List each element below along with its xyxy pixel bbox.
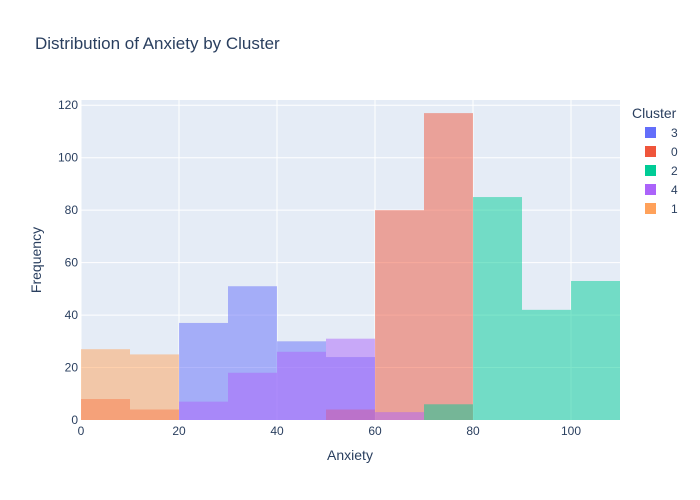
bar-cluster-2	[571, 280, 620, 420]
legend-swatch	[645, 127, 656, 138]
y-tick-label: 100	[58, 151, 78, 165]
bar-cluster-4	[228, 372, 277, 420]
y-tick-label: 20	[65, 361, 79, 375]
legend-title: Cluster	[632, 105, 677, 121]
legend-swatch	[645, 165, 656, 176]
y-tick-label: 40	[65, 308, 79, 322]
x-tick-label: 100	[561, 424, 581, 438]
y-axis-title: Frequency	[28, 227, 44, 293]
y-tick-label: 60	[65, 256, 79, 270]
legend-label: 4	[671, 183, 678, 197]
x-tick-label: 40	[270, 424, 284, 438]
bar-cluster-2	[424, 404, 473, 420]
legend-swatch	[645, 146, 656, 157]
bar-cluster-4	[277, 351, 326, 420]
bar-cluster-1	[81, 349, 130, 420]
x-tick-label: 80	[466, 424, 480, 438]
y-axis-ticks: 0 20 40 60 80 100 120	[58, 98, 78, 427]
legend: 3 0 2 4 1	[645, 126, 678, 216]
y-tick-label: 0	[71, 413, 78, 427]
legend-swatch	[645, 184, 656, 195]
x-tick-label: 0	[78, 424, 85, 438]
legend-swatch	[645, 203, 656, 214]
x-axis-ticks: 0 20 40 60 80 100	[78, 424, 582, 438]
legend-item-3[interactable]: 3	[645, 126, 678, 140]
y-tick-label: 120	[58, 98, 78, 112]
legend-item-2[interactable]: 2	[645, 164, 678, 178]
legend-label: 2	[671, 164, 678, 178]
chart-title: Distribution of Anxiety by Cluster	[35, 34, 280, 53]
legend-label: 3	[671, 126, 678, 140]
legend-label: 0	[671, 145, 678, 159]
legend-label: 1	[671, 202, 678, 216]
bar-cluster-0	[375, 210, 424, 420]
bar-cluster-0	[424, 113, 473, 421]
bar-cluster-4	[179, 401, 228, 420]
histogram-bars	[81, 113, 620, 421]
bar-cluster-4	[326, 338, 375, 420]
x-axis-title: Anxiety	[327, 447, 373, 463]
y-tick-label: 80	[65, 203, 79, 217]
legend-item-4[interactable]: 4	[645, 183, 678, 197]
bar-cluster-4	[375, 412, 424, 420]
bar-cluster-1	[130, 354, 179, 420]
x-tick-label: 60	[368, 424, 382, 438]
bar-cluster-2	[522, 309, 571, 420]
legend-item-1[interactable]: 1	[645, 202, 678, 216]
legend-item-0[interactable]: 0	[645, 145, 678, 159]
bar-cluster-2	[473, 197, 522, 420]
x-tick-label: 20	[172, 424, 186, 438]
